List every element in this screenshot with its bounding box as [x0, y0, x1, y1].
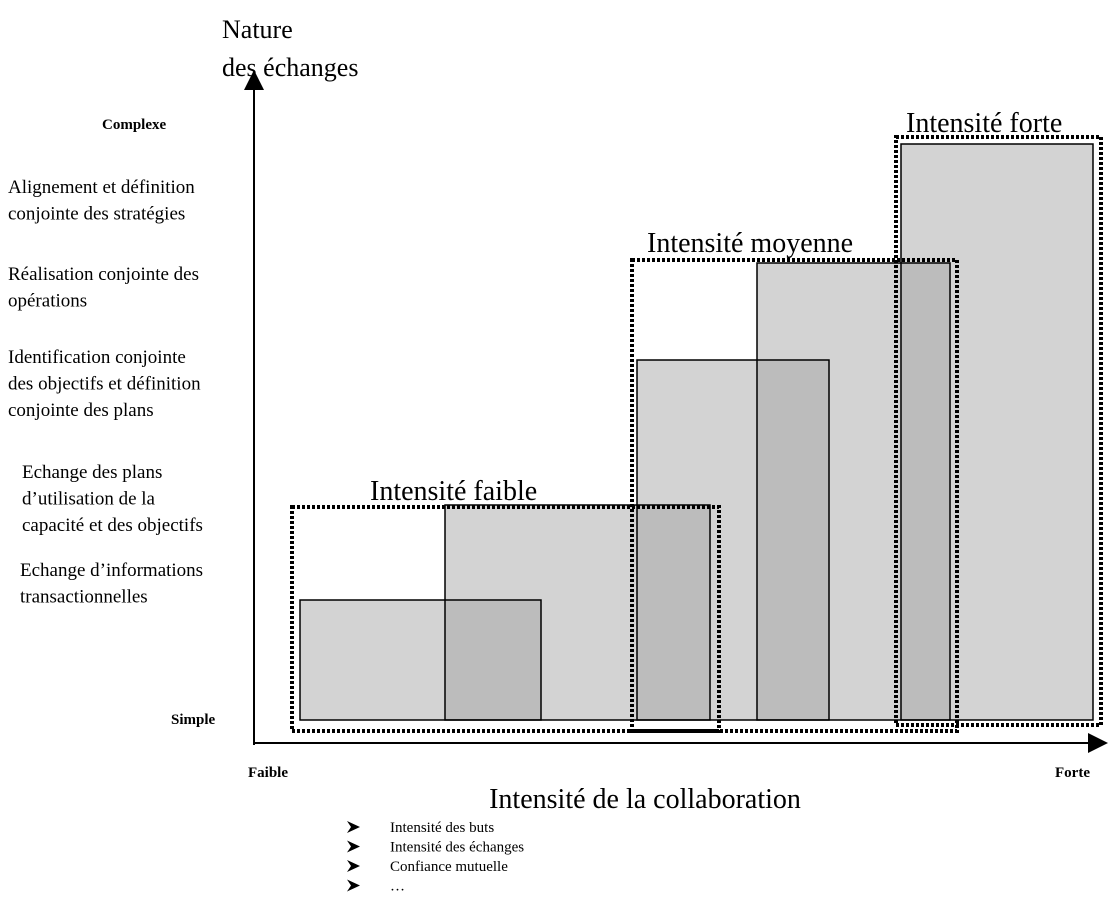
- bullet-marker: [347, 879, 360, 892]
- group-boxes: [290, 135, 1103, 733]
- group-label: Intensité moyenne: [647, 228, 853, 259]
- level-label: Réalisation conjointe des: [8, 264, 199, 285]
- y-axis-bottom: Simple: [171, 712, 216, 728]
- group-label: Intensité faible: [370, 476, 537, 507]
- x-axis-right: Forte: [1055, 765, 1090, 781]
- level-label: Alignement et définition: [8, 177, 195, 198]
- level-label: Echange d’informations: [20, 560, 203, 581]
- y-axis-title: Nature: [222, 15, 293, 44]
- level-label: d’utilisation de la: [22, 489, 156, 510]
- x-axis-title: Intensité de la collaboration: [489, 784, 801, 815]
- level-label: Echange des plans: [22, 462, 162, 483]
- group-label: Intensité forte: [906, 108, 1062, 139]
- level-label: capacité et des objectifs: [22, 515, 203, 536]
- level-label: conjointe des stratégies: [8, 204, 185, 225]
- level-label: Identification conjointe: [8, 347, 186, 368]
- x-axis-left: Faible: [248, 765, 288, 781]
- level-label: transactionnelles: [20, 587, 148, 608]
- y-axis-title: des échanges: [222, 53, 358, 82]
- bullet-text: Confiance mutuelle: [390, 859, 508, 875]
- bullet-marker: [347, 821, 360, 833]
- y-axis-top: Complexe: [102, 117, 166, 133]
- bullet-text: …: [390, 879, 405, 895]
- bullet-marker: [347, 860, 360, 872]
- level-label: des objectifs et définition: [8, 374, 201, 395]
- bullet-text: Intensité des échanges: [390, 840, 524, 856]
- level-label: opérations: [8, 291, 87, 312]
- bar-outlines: [299, 143, 1094, 721]
- bullet-marker: [347, 840, 360, 853]
- bullet-text: Intensité des buts: [390, 820, 494, 836]
- bars: [300, 144, 1093, 720]
- level-label: conjointe des plans: [8, 400, 154, 421]
